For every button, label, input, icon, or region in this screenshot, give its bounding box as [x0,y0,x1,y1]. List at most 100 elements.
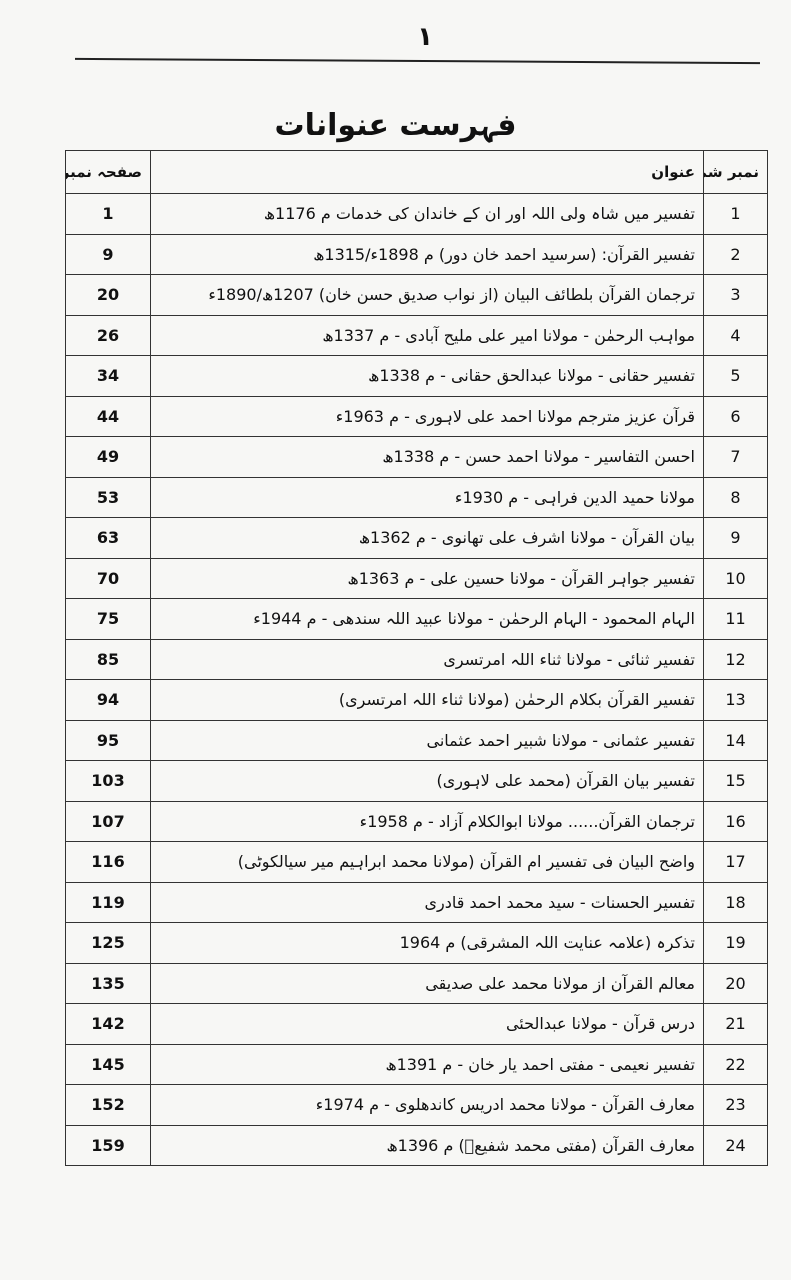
entry-page: 70 [65,557,151,599]
entry-number: 8 [703,476,768,518]
entry-number: 1 [703,193,768,235]
entry-title: تفسیر نعیمی - مفتی احمد یار خان - م 1391… [150,1043,704,1085]
entry-page: 49 [65,436,151,478]
entry-page: 135 [65,962,151,1004]
column-header: نمبر شمار [703,150,768,194]
entry-number: 12 [703,638,768,680]
entry-page: 142 [65,1003,151,1045]
entry-number: 23 [703,1084,768,1126]
entry-title: تفسیر الحسنات - سید محمد احمد قادری [150,881,704,923]
column-header: عنوان [150,150,704,194]
entry-number: 19 [703,922,768,964]
table-row: 21 درس قرآن - مولانا عبدالحئی 142 [65,1003,768,1045]
table-row: 13 تفسیر القرآن بکلام الرحمٰن (مولانا ثنا… [65,679,768,721]
entry-page: 152 [65,1084,151,1126]
table-row: 4 مواہب الرحمٰن - مولانا امیر علی ملیح آب… [65,314,768,356]
entry-page: 159 [65,1124,151,1166]
entry-title: معارف القرآن - مولانا محمد ادریس کاندھلو… [150,1084,704,1126]
entry-page: 119 [65,881,151,923]
header-rule [75,57,760,65]
table-row: 18 تفسیر الحسنات - سید محمد احمد قادری 119 [65,881,768,923]
entry-title: بیان القرآن - مولانا اشرف علی تھانوی - م… [150,517,704,559]
entry-page: 103 [65,760,151,802]
entry-page: 107 [65,800,151,842]
table-row: 20 معالم القرآن از مولانا محمد علی صدیقی 1… [65,962,768,1004]
column-header: صفحہ نمبر [65,150,151,194]
page-number: ۱ [417,22,433,52]
entry-number: 3 [703,274,768,316]
table-row: 6 قرآن عزیز مترجم مولانا احمد علی لاہوری … [65,395,768,437]
entry-title: واضح البیان فی تفسیر ام القرآن (مولانا م… [150,841,704,883]
entry-number: 7 [703,436,768,478]
entry-page: 94 [65,679,151,721]
entry-title: معالم القرآن از مولانا محمد علی صدیقی [150,962,704,1004]
entry-number: 11 [703,598,768,640]
table-row: 19 تذکرہ (علامہ عنایت اللہ المشرقی) م 196… [65,922,768,964]
table-row: 12 تفسیر ثنائی - مولانا ثناء اللہ امرتسری… [65,638,768,680]
table-row: 10 تفسیر جواہر القرآن - مولانا حسین علی -… [65,557,768,599]
table-row: 3 ترجمان القرآن بلطائف البیان (از نواب صد… [65,274,768,316]
entry-number: 15 [703,760,768,802]
entry-title: تفسیر بیان القرآن (محمد علی لاہوری) [150,760,704,802]
entry-page: 9 [65,233,151,275]
entry-number: 2 [703,233,768,275]
page-title: فہرست عنوانات [274,108,517,143]
entry-page: 125 [65,922,151,964]
table-body: 1 تفسیر میں شاہ ولی اللہ اور ان کے خاندان… [65,193,768,1166]
entry-title: احسن التفاسیر - مولانا احمد حسن - م 1338… [150,436,704,478]
entry-number: 24 [703,1124,768,1166]
entry-page: 116 [65,841,151,883]
entry-title: تفسیر ثنائی - مولانا ثناء اللہ امرتسری [150,638,704,680]
entry-number: 14 [703,719,768,761]
entry-title: تفسیر عثمانی - مولانا شبیر احمد عثمانی [150,719,704,761]
entry-number: 13 [703,679,768,721]
entry-page: 44 [65,395,151,437]
table-row: 1 تفسیر میں شاہ ولی اللہ اور ان کے خاندان… [65,193,768,235]
table-row: 16 ترجمان القرآن...... مولانا ابوالکلام آ… [65,800,768,842]
entry-number: 17 [703,841,768,883]
entry-title: تفسیر حقانی - مولانا عبدالحق حقانی - م 1… [150,355,704,397]
table-row: 8 مولانا حمید الدین فراہی - م 1930ء 53 [65,476,768,518]
entry-page: 85 [65,638,151,680]
table-row: 23 معارف القرآن - مولانا محمد ادریس کاندھ… [65,1084,768,1126]
entry-number: 21 [703,1003,768,1045]
entry-page: 34 [65,355,151,397]
entry-title: قرآن عزیز مترجم مولانا احمد علی لاہوری -… [150,395,704,437]
entry-number: 5 [703,355,768,397]
entry-title: مواہب الرحمٰن - مولانا امیر علی ملیح آبا… [150,314,704,356]
table-row: 15 تفسیر بیان القرآن (محمد علی لاہوری) 103 [65,760,768,802]
entry-page: 145 [65,1043,151,1085]
entry-page: 63 [65,517,151,559]
entry-title: تفسیر القرآن بکلام الرحمٰن (مولانا ثناء … [150,679,704,721]
table-row: 14 تفسیر عثمانی - مولانا شبیر احمد عثمانی… [65,719,768,761]
entry-number: 6 [703,395,768,437]
entry-title: تفسیر میں شاہ ولی اللہ اور ان کے خاندان … [150,193,704,235]
entry-title: تذکرہ (علامہ عنایت اللہ المشرقی) م 1964 [150,922,704,964]
table-row: 9 بیان القرآن - مولانا اشرف علی تھانوی - … [65,517,768,559]
entry-page: 95 [65,719,151,761]
entry-number: 20 [703,962,768,1004]
entry-page: 26 [65,314,151,356]
table-row: 17 واضح البیان فی تفسیر ام القرآن (مولانا… [65,841,768,883]
table-row: 2 تفسیر القرآن: (سرسید احمد خان دور) م 18… [65,233,768,275]
entry-title: ترجمان القرآن بلطائف البیان (از نواب صدی… [150,274,704,316]
entry-title: ترجمان القرآن...... مولانا ابوالکلام آزا… [150,800,704,842]
header-row: نمبر شمارعنوانصفحہ نمبر [65,150,768,194]
entry-title: مولانا حمید الدین فراہی - م 1930ء [150,476,704,518]
table-row: 5 تفسیر حقانی - مولانا عبدالحق حقانی - م … [65,355,768,397]
entry-title: تفسیر القرآن: (سرسید احمد خان دور) م 189… [150,233,704,275]
entry-page: 53 [65,476,151,518]
table-row: 24 معارف القرآن (مفتی محمد شفیعؒ) م 1396ھ… [65,1124,768,1166]
entry-number: 9 [703,517,768,559]
table-row: 11 الہام المحمود - الہام الرحمٰن - مولانا… [65,598,768,640]
entry-number: 22 [703,1043,768,1085]
entry-number: 18 [703,881,768,923]
entry-number: 16 [703,800,768,842]
entry-title: درس قرآن - مولانا عبدالحئی [150,1003,704,1045]
table-row: 22 تفسیر نعیمی - مفتی احمد یار خان - م 13… [65,1043,768,1085]
entry-title: تفسیر جواہر القرآن - مولانا حسین علی - م… [150,557,704,599]
entry-page: 1 [65,193,151,235]
table-row: 7 احسن التفاسیر - مولانا احمد حسن - م 133… [65,436,768,478]
